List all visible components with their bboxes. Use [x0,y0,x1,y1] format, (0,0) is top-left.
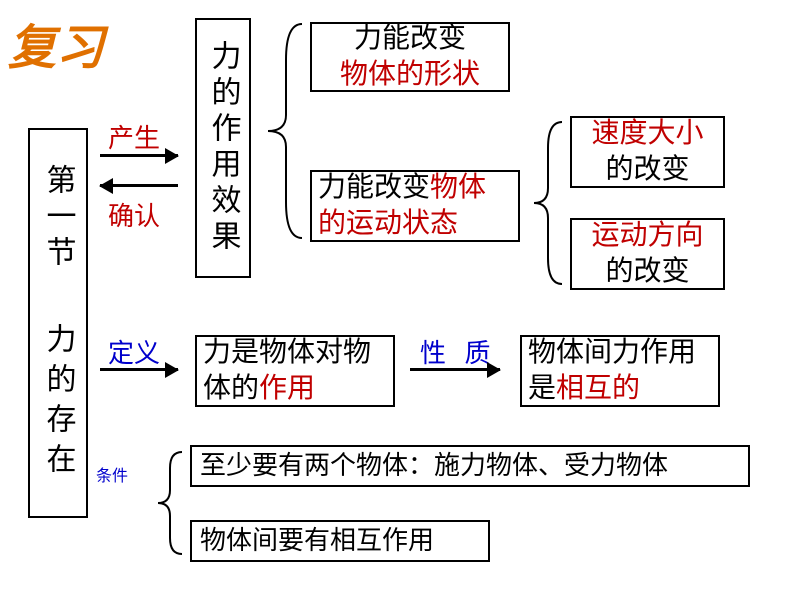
effect1-red: 物体的形状 [340,59,480,90]
section-box: 第一节 力的存在 [28,128,88,518]
definition-box: 力是物体对物体的作用 [195,335,395,407]
confirm-arrow [100,184,178,187]
brace-effects [258,20,304,242]
section-line1: 第一节 [39,164,78,272]
property-label: 性 质 [420,333,497,370]
direction-box: 运动方向 的改变 [570,218,725,290]
property-content: 物体间力作用是相互的 [522,335,718,408]
section-line2: 力的存在 [39,323,78,483]
condition1-text: 至少要有两个物体：施力物体、受力物体 [200,449,668,483]
effect2-pre: 力能改变 [318,172,430,203]
effect1-content: 力能改变 物体的形状 [340,21,480,94]
property-box: 物体间力作用是相互的 [520,335,720,407]
effect-text: 力的作用效果 [204,40,243,256]
direction-red: 运动方向 [591,220,703,251]
effect1-pre: 力能改变 [354,23,466,54]
condition2-box: 物体间要有相互作用 [190,520,490,562]
effect2-box: 力能改变物体的运动状态 [310,170,520,242]
speed-content: 速度大小 的改变 [591,116,703,189]
speed-post: 的改变 [605,154,689,185]
speed-box: 速度大小 的改变 [570,116,725,188]
definition-red: 作用 [259,373,315,404]
effect1-box: 力能改变 物体的形状 [310,22,510,92]
produce-arrow [100,154,178,157]
confirm-label: 确认 [108,196,160,233]
direction-content: 运动方向 的改变 [591,218,703,291]
brace-motion [528,118,564,288]
effect2-content: 力能改变物体的运动状态 [312,170,518,243]
property-arrow [410,368,500,371]
definition-content: 力是物体对物体的作用 [197,335,393,408]
produce-label: 产生 [108,118,160,155]
property-red: 相互的 [556,373,640,404]
title-text: 复习 [8,22,104,75]
speed-red: 速度大小 [591,118,703,149]
condition2-text: 物体间要有相互作用 [200,524,434,558]
direction-post: 的改变 [605,256,689,287]
condition1-box: 至少要有两个物体：施力物体、受力物体 [190,445,750,487]
brace-conditions [152,448,184,558]
effect-box: 力的作用效果 [195,18,251,278]
definition-label: 定义 [108,333,160,370]
definition-arrow [100,368,178,371]
condition-label: 条件 [96,462,128,486]
review-title: 复习 [8,8,104,78]
